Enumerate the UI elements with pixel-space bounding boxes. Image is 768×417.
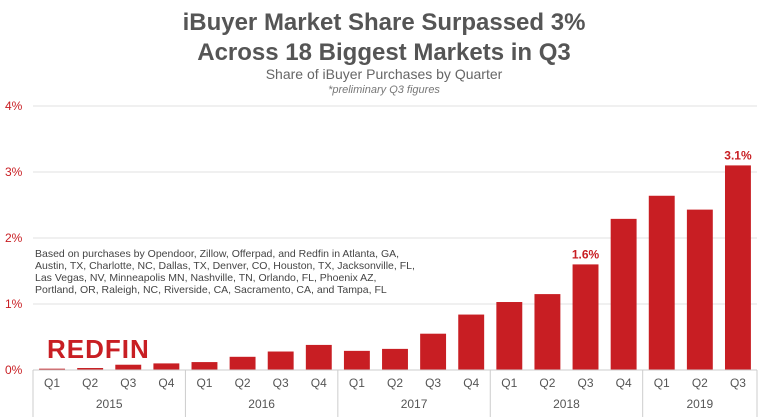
- chart-note: *preliminary Q3 figures: [328, 84, 440, 96]
- bar: [267, 351, 294, 370]
- x-tick-label: Q1: [196, 376, 212, 390]
- bar: [496, 302, 523, 370]
- x-tick-label: Q1: [349, 376, 365, 390]
- x-tick-label: Q4: [463, 376, 479, 390]
- bar: [115, 364, 142, 370]
- bar: [420, 333, 447, 370]
- x-tick-label: Q4: [311, 376, 327, 390]
- bar: [572, 264, 599, 370]
- bar: [724, 165, 751, 370]
- chart-title-line-1: iBuyer Market Share Surpassed 3%: [183, 9, 586, 36]
- bar: [534, 294, 561, 370]
- x-tick-label: Q3: [578, 376, 594, 390]
- x-tick-label: Q3: [273, 376, 289, 390]
- bar: [191, 362, 218, 370]
- x-tick-label: Q2: [82, 376, 98, 390]
- year-label: 2019: [686, 397, 713, 411]
- bar: [343, 350, 370, 370]
- chart-subtitle: Share of iBuyer Purchases by Quarter: [266, 66, 503, 82]
- data-label: 3.1%: [724, 148, 752, 162]
- x-tick-label: Q3: [120, 376, 136, 390]
- year-label: 2018: [553, 397, 580, 411]
- footnote-line: Austin, TX, Charlotte, NC, Dallas, TX, D…: [35, 260, 415, 272]
- bar: [686, 209, 713, 370]
- bar: [305, 344, 332, 370]
- x-tick-label: Q1: [44, 376, 60, 390]
- y-tick-label: 1%: [5, 297, 23, 311]
- x-tick-label: Q4: [616, 376, 632, 390]
- y-tick-label: 2%: [5, 231, 23, 245]
- x-tick-label: Q2: [387, 376, 403, 390]
- y-tick-label: 3%: [5, 165, 23, 179]
- y-tick-label: 0%: [5, 363, 23, 377]
- y-tick-label: 4%: [5, 99, 23, 113]
- bar: [610, 218, 637, 370]
- x-tick-label: Q1: [654, 376, 670, 390]
- x-tick-label: Q2: [235, 376, 251, 390]
- year-label: 2015: [96, 397, 123, 411]
- x-tick-label: Q3: [425, 376, 441, 390]
- year-label: 2017: [401, 397, 428, 411]
- year-label: 2016: [248, 397, 275, 411]
- x-tick-label: Q3: [730, 376, 746, 390]
- bar: [382, 348, 408, 370]
- bar: [77, 368, 104, 370]
- chart-title-line-2: Across 18 Biggest Markets in Q3: [197, 39, 570, 66]
- bar: [648, 195, 675, 370]
- bar: [229, 356, 256, 370]
- footnote-line: Portland, OR, Raleigh, NC, Riverside, CA…: [35, 284, 387, 296]
- x-tick-label: Q4: [158, 376, 174, 390]
- bar: [458, 314, 485, 370]
- x-tick-label: Q2: [692, 376, 708, 390]
- footnote-line: Las Vegas, NV, Minneapolis MN, Nashville…: [35, 272, 376, 284]
- bar: [153, 363, 180, 370]
- x-tick-label: Q2: [539, 376, 555, 390]
- redfin-logo: REDFIN: [47, 334, 150, 364]
- x-tick-label: Q1: [501, 376, 517, 390]
- data-label: 1.6%: [572, 247, 600, 261]
- footnote-line: Based on purchases by Opendoor, Zillow, …: [35, 248, 399, 260]
- bar: [39, 368, 66, 370]
